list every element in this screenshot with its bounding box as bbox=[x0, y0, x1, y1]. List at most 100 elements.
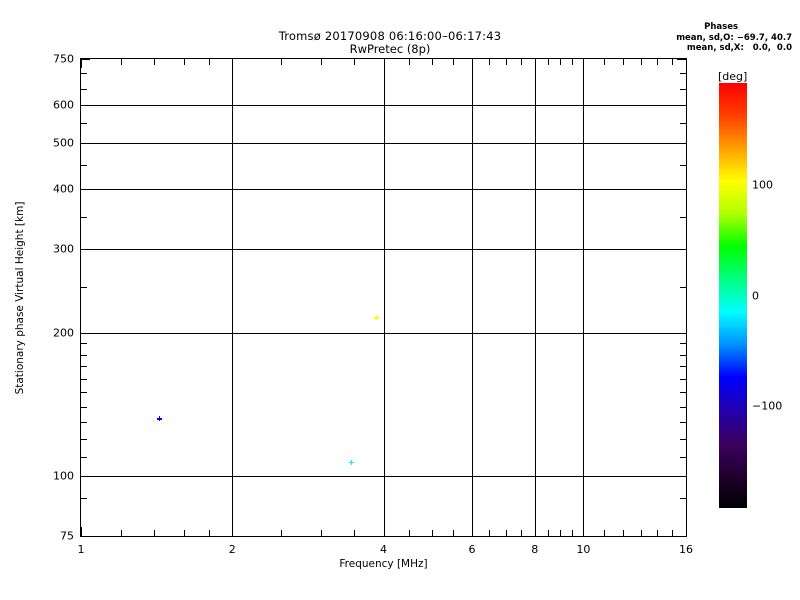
colorbar[interactable] bbox=[719, 83, 747, 508]
x-axis-tick bbox=[583, 527, 585, 536]
x-axis-tick-top bbox=[81, 59, 82, 68]
page-subtitle: RwPretec (8p) bbox=[349, 42, 431, 56]
x-axis-tick bbox=[686, 527, 687, 536]
x-axis-minor-tick bbox=[320, 530, 322, 536]
phase-stats-block: Phases mean, sd,O: −69.7, 40.7 mean, sd,… bbox=[676, 22, 792, 54]
y-axis-tick bbox=[81, 59, 90, 60]
y-axis-minor-tick bbox=[81, 286, 87, 288]
y-axis-minor-tick bbox=[81, 498, 87, 500]
gridline-vertical bbox=[383, 59, 385, 536]
y-axis-tick bbox=[81, 105, 90, 107]
x-axis-minor-tick bbox=[432, 530, 434, 536]
x-axis-minor-tick bbox=[560, 530, 562, 536]
plot-area[interactable] bbox=[80, 58, 687, 537]
y-axis-minor-tick-right bbox=[680, 354, 686, 356]
gridline-horizontal bbox=[81, 189, 686, 191]
x-axis-minor-tick bbox=[604, 530, 606, 536]
gridline-horizontal bbox=[81, 476, 686, 478]
x-axis-tick bbox=[81, 527, 82, 536]
page-title: Tromsø 20170908 06:16:00–06:17:43 bbox=[278, 29, 502, 43]
y-axis-minor-tick-right bbox=[680, 406, 686, 408]
gridline-vertical bbox=[471, 59, 473, 536]
y-axis-tick-label: 750 bbox=[53, 52, 74, 66]
x-axis-tick-top bbox=[534, 59, 536, 68]
x-axis-minor-tick bbox=[489, 530, 491, 536]
x-axis-minor-tick bbox=[671, 530, 673, 536]
x-axis-minor-tick-top bbox=[671, 59, 673, 65]
x-axis-tick-label: 4 bbox=[380, 543, 387, 556]
x-axis-minor-tick-top bbox=[560, 59, 562, 65]
y-axis-tick-label: 400 bbox=[53, 182, 74, 196]
y-axis-minor-tick bbox=[81, 422, 87, 424]
x-axis-minor-tick-top bbox=[452, 59, 454, 65]
gridline-horizontal bbox=[81, 248, 686, 250]
gridline-horizontal bbox=[81, 332, 686, 334]
y-axis-minor-tick-right bbox=[680, 456, 686, 458]
y-axis-minor-tick bbox=[81, 456, 87, 458]
x-axis-minor-tick-top bbox=[656, 59, 658, 65]
x-axis-minor-tick-top bbox=[280, 59, 282, 65]
data-point-marker bbox=[158, 416, 161, 422]
phase-stats-label: Phases bbox=[704, 22, 739, 32]
x-axis-tick bbox=[383, 527, 385, 536]
x-axis-tick bbox=[471, 527, 473, 536]
x-axis-minor-tick-top bbox=[409, 59, 411, 65]
data-point-marker bbox=[375, 315, 378, 321]
x-axis-minor-tick-top bbox=[640, 59, 642, 65]
y-axis-minor-tick bbox=[81, 406, 87, 408]
y-axis-minor-tick bbox=[81, 354, 87, 356]
x-axis-minor-tick bbox=[280, 530, 282, 536]
gridline-horizontal bbox=[81, 142, 686, 144]
x-axis-minor-tick-top bbox=[547, 59, 549, 65]
y-axis-minor-tick bbox=[81, 343, 87, 345]
y-axis-tick-label: 600 bbox=[53, 98, 74, 112]
x-axis-tick-top bbox=[232, 59, 234, 68]
y-axis-minor-tick-right bbox=[680, 498, 686, 500]
y-axis-minor-tick-right bbox=[680, 73, 686, 75]
x-axis-minor-tick-top bbox=[209, 59, 211, 65]
y-axis-minor-tick bbox=[81, 73, 87, 75]
x-axis-minor-tick bbox=[354, 530, 356, 536]
y-axis-tick-right bbox=[677, 142, 686, 144]
y-axis-minor-tick bbox=[81, 438, 87, 440]
x-axis-minor-tick bbox=[547, 530, 549, 536]
x-axis-minor-tick bbox=[520, 530, 522, 536]
x-axis-tick-label: 8 bbox=[531, 543, 539, 556]
gridline-vertical bbox=[583, 59, 585, 536]
x-axis-minor-tick-top bbox=[623, 59, 625, 65]
y-axis-tick-right bbox=[677, 332, 686, 334]
y-axis-tick-label: 200 bbox=[53, 326, 74, 340]
y-axis-tick-right bbox=[677, 59, 686, 60]
y-axis-tick bbox=[81, 332, 90, 334]
x-axis-tick-label: 10 bbox=[576, 543, 591, 556]
y-axis-minor-tick-right bbox=[680, 366, 686, 368]
y-axis-minor-tick bbox=[81, 164, 87, 166]
y-axis-tick-label: 100 bbox=[53, 469, 74, 483]
y-axis-tick-right bbox=[677, 105, 686, 107]
phase-stats-o-mode: mean, sd,O: −69.7, 40.7 bbox=[676, 32, 792, 43]
x-axis-minor-tick-top bbox=[120, 59, 122, 65]
y-axis-minor-tick-right bbox=[680, 379, 686, 381]
x-axis-tick-label: 6 bbox=[468, 543, 476, 556]
colorbar-tick-label: 0 bbox=[752, 289, 759, 302]
y-axis-tick-label: 300 bbox=[53, 242, 74, 256]
colorbar-tick-label: −100 bbox=[752, 399, 783, 413]
y-axis-tick bbox=[81, 189, 90, 191]
x-axis-minor-tick-top bbox=[154, 59, 156, 65]
x-axis-minor-tick-top bbox=[572, 59, 574, 65]
x-axis-minor-tick bbox=[656, 530, 658, 536]
x-axis-tick-top bbox=[686, 59, 687, 68]
y-axis-minor-tick bbox=[81, 123, 87, 125]
y-axis-minor-tick-right bbox=[680, 286, 686, 288]
y-axis-minor-tick bbox=[81, 366, 87, 368]
y-axis-minor-tick-right bbox=[680, 164, 686, 166]
y-axis-tick-right bbox=[677, 189, 686, 191]
x-axis-minor-tick bbox=[640, 530, 642, 536]
y-axis-tick bbox=[81, 142, 90, 144]
x-axis-minor-tick-top bbox=[505, 59, 507, 65]
y-axis-tick bbox=[81, 476, 90, 478]
y-axis-tick-right bbox=[677, 476, 686, 478]
y-axis-minor-tick-right bbox=[680, 216, 686, 218]
y-axis-tick-right bbox=[677, 536, 686, 537]
